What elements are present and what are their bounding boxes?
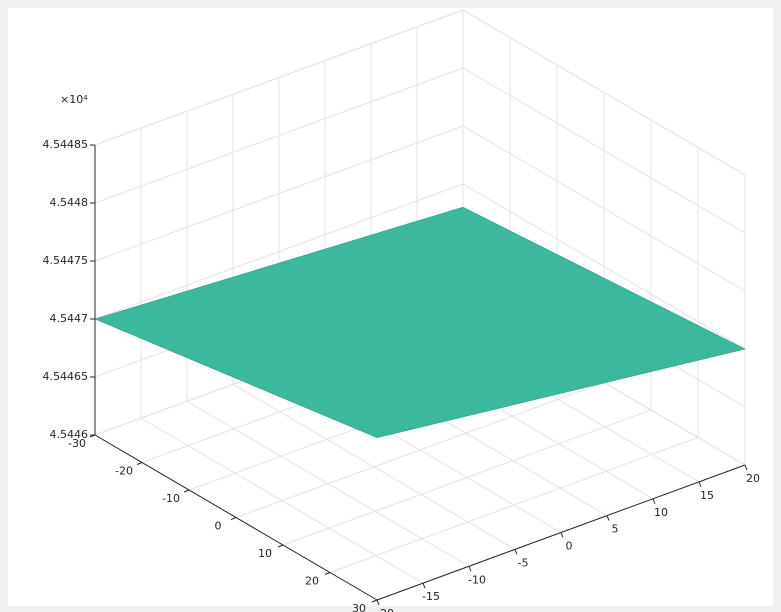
z-tick-label: 4.5446 [50,428,89,441]
grid-line [462,67,746,234]
plot: -30 -20 -10 0 10 20 30 -20 -15 -10 -5 0 5 10 15 20 4.544… [43,138,761,612]
y-axis [376,464,746,601]
y-tick-label: 5 [612,523,619,536]
x-tick-label: -30 [68,437,86,450]
grid-line [94,125,464,262]
y-tick [468,566,472,572]
z-tick-label: 4.5448 [50,196,89,209]
y-tick [744,464,748,471]
y-tick-label: 0 [566,540,573,553]
y-tick [606,515,610,521]
y-tick-label: 20 [746,472,760,485]
y-tick [652,498,656,504]
y-tick [698,481,702,488]
z-tick-label: 4.5447 [50,312,89,325]
x-tick [136,462,143,465]
y-tick [422,582,426,589]
y-tick-label: -5 [518,556,529,569]
y-tick [376,599,380,606]
grid-line [462,183,746,350]
x-tick [277,544,284,548]
z-tick-label: 4.54465 [43,370,89,383]
grid-line [462,9,746,176]
grid-line [94,183,464,320]
grid-line [94,67,464,204]
grid-line [94,9,464,146]
x-tick [183,489,190,493]
x-tick [371,599,378,603]
x-axis [94,434,378,601]
grid-line [232,383,516,550]
y-tick-label: -10 [468,573,486,586]
x-tick-label: 10 [258,547,272,560]
grid-line [140,417,424,584]
x-tick-label: -20 [115,465,133,478]
y-tick-label: 10 [654,506,668,519]
x-tick [324,572,331,575]
surface [94,206,746,438]
y-tick [560,532,564,538]
z-exponent-label: ×10⁴ [60,93,88,106]
y-tick-label: 15 [700,489,714,502]
grid-line [462,125,746,292]
x-tick [230,517,237,520]
y-tick [514,549,518,555]
grid-line [186,400,470,567]
y-tick-label: -15 [422,590,440,603]
z-tick-label: 4.54485 [43,138,89,151]
z-tick-label: 4.54475 [43,254,89,267]
x-tick-label: 0 [215,520,222,533]
x-tick-label: 20 [305,575,319,588]
y-tick-label: -20 [376,607,394,612]
x-tick-label: -10 [162,492,180,505]
x-tick-label: 30 [352,602,366,612]
